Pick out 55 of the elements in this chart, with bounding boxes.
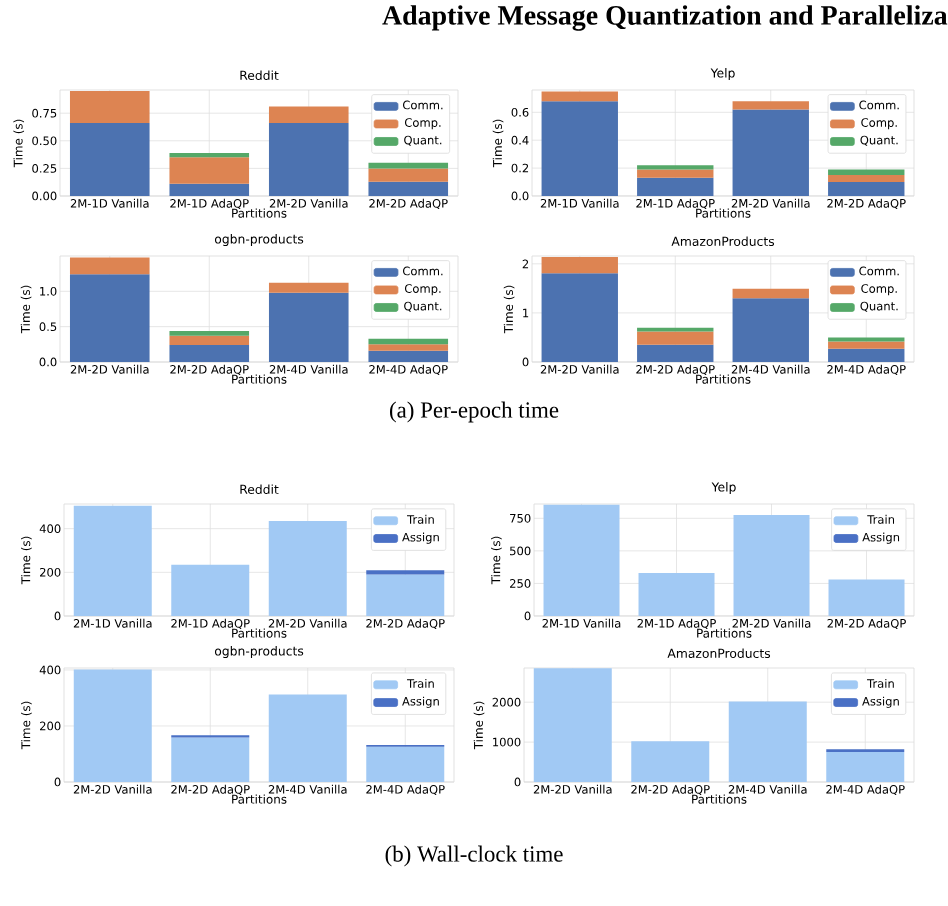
bar (368, 181, 449, 196)
bar (541, 101, 618, 196)
bar (826, 752, 905, 782)
text: (a) Per-epoch time (390, 401, 559, 423)
bar (169, 345, 250, 362)
bar (631, 741, 710, 782)
bar (73, 669, 152, 782)
bar (268, 282, 349, 293)
bar (543, 504, 620, 616)
bar (732, 298, 809, 362)
bar (368, 344, 449, 351)
bar (828, 348, 905, 362)
text: (b) Wall-clock time (385, 845, 563, 867)
bar (169, 183, 250, 196)
bar (733, 515, 810, 616)
bar (637, 331, 714, 345)
bar (169, 157, 250, 184)
bar (268, 123, 349, 196)
bar (268, 106, 349, 124)
bar (533, 668, 612, 782)
bar (637, 169, 714, 178)
bar (169, 330, 250, 336)
bar (728, 701, 807, 782)
bar (828, 579, 905, 616)
bar (69, 274, 150, 362)
bar (828, 175, 905, 183)
bar (828, 341, 905, 349)
bar (368, 162, 449, 169)
bar (268, 694, 347, 782)
bar (171, 564, 250, 616)
bar (268, 521, 347, 616)
bar (169, 335, 250, 346)
bar (73, 505, 152, 616)
bar (366, 574, 445, 616)
bar (69, 91, 150, 124)
bar (368, 168, 449, 182)
bar (368, 350, 449, 362)
bar (69, 257, 150, 275)
bar (268, 292, 349, 362)
bar (828, 169, 905, 176)
bar (638, 573, 715, 616)
bar (828, 182, 905, 196)
bar (732, 288, 809, 299)
text: Adaptive Message Quantization and Paralleliza (382, 5, 948, 31)
bar (541, 256, 618, 274)
bar (541, 273, 618, 362)
bar (171, 737, 250, 782)
bar (637, 344, 714, 362)
bar (69, 123, 150, 196)
bar (366, 746, 445, 782)
bar (541, 91, 618, 102)
bar (732, 109, 809, 196)
bar (637, 177, 714, 196)
bar (732, 101, 809, 110)
bar (169, 152, 250, 158)
